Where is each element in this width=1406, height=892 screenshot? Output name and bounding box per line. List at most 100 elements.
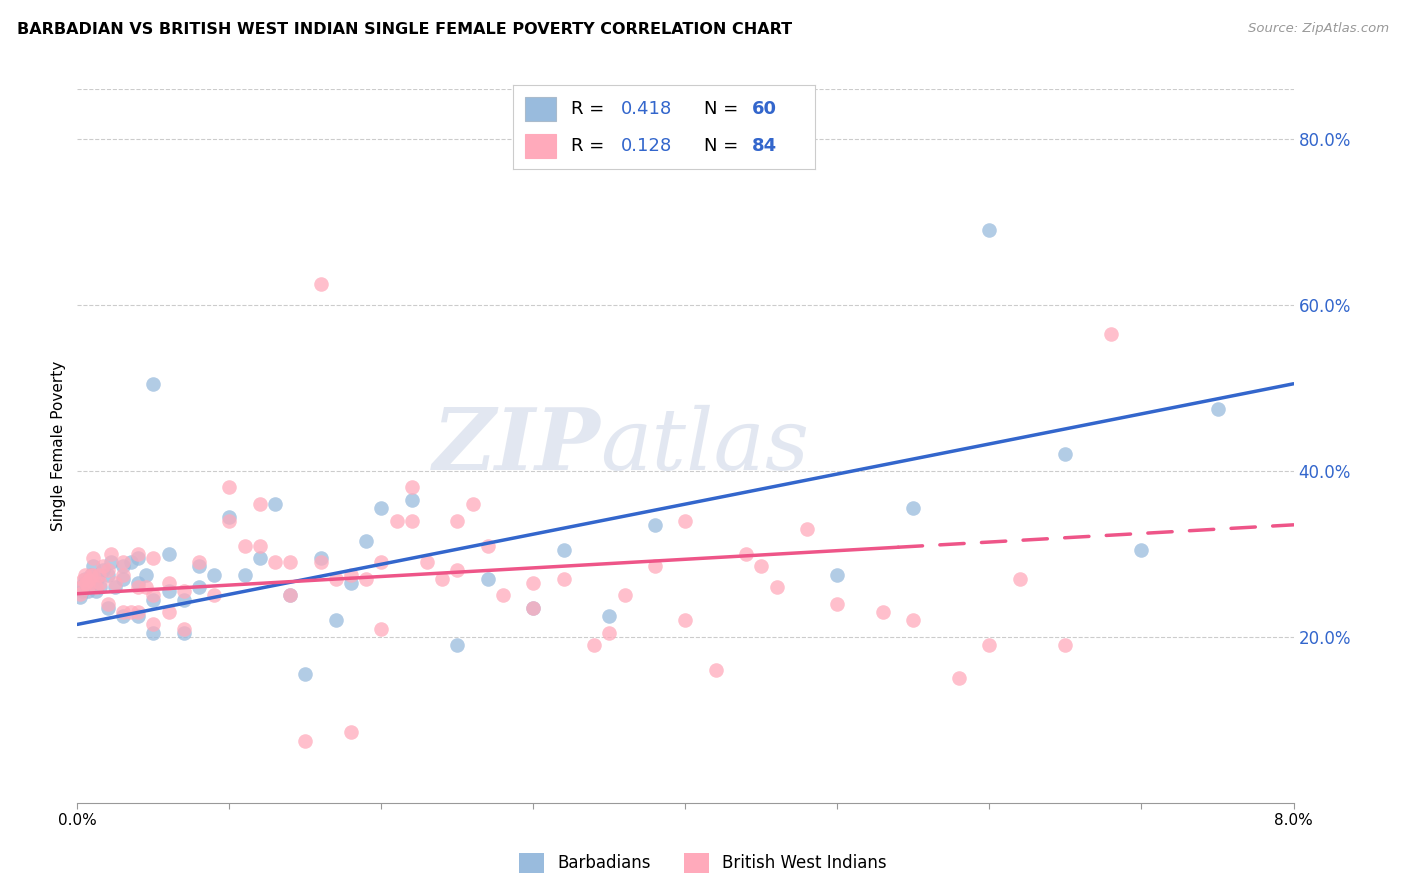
Point — [432, 572, 454, 586]
Point — [751, 559, 773, 574]
Point — [104, 575, 127, 590]
Point — [111, 555, 134, 569]
Point — [294, 733, 316, 747]
Point — [446, 514, 468, 528]
Point — [979, 223, 1001, 237]
Text: N =: N = — [703, 136, 744, 154]
Point — [278, 588, 301, 602]
Point — [583, 638, 606, 652]
Point — [79, 574, 101, 588]
Point — [86, 572, 108, 586]
Point — [75, 580, 97, 594]
Point — [1054, 447, 1077, 461]
Point — [249, 497, 271, 511]
Point — [142, 551, 165, 566]
Point — [735, 547, 758, 561]
Point — [72, 578, 94, 592]
Point — [522, 575, 544, 590]
Point — [1130, 542, 1153, 557]
Point — [97, 564, 120, 578]
Text: 84: 84 — [752, 136, 778, 154]
Point — [127, 575, 149, 590]
Point — [385, 514, 408, 528]
Point — [142, 625, 165, 640]
Point — [173, 592, 195, 607]
Point — [127, 609, 149, 624]
Point — [1054, 638, 1077, 652]
Bar — [526, 97, 555, 121]
Point — [142, 617, 165, 632]
Point — [111, 609, 134, 624]
Point — [72, 574, 94, 588]
Point — [89, 575, 111, 590]
Point — [80, 567, 103, 582]
Point — [157, 575, 180, 590]
Point — [173, 622, 195, 636]
Point — [82, 567, 104, 582]
Point — [264, 555, 287, 569]
Point — [477, 539, 499, 553]
Point — [120, 605, 142, 619]
Point — [79, 580, 101, 594]
Point — [979, 638, 1001, 652]
Point — [553, 542, 575, 557]
Point — [127, 580, 149, 594]
Point — [202, 588, 225, 602]
Point — [157, 547, 180, 561]
Point — [218, 481, 240, 495]
Text: atlas: atlas — [600, 405, 810, 487]
Point — [82, 559, 104, 574]
Point — [446, 638, 468, 652]
Point — [325, 572, 347, 586]
Point — [80, 567, 103, 582]
Point — [644, 517, 666, 532]
Point — [675, 613, 697, 627]
Point — [111, 572, 134, 586]
Point — [89, 580, 111, 594]
Text: ZIP: ZIP — [433, 404, 600, 488]
Point — [903, 613, 925, 627]
Point — [127, 551, 149, 566]
Point — [87, 567, 110, 582]
Text: BARBADIAN VS BRITISH WEST INDIAN SINGLE FEMALE POVERTY CORRELATION CHART: BARBADIAN VS BRITISH WEST INDIAN SINGLE … — [17, 22, 792, 37]
Point — [82, 551, 104, 566]
Point — [948, 671, 970, 685]
Point — [77, 580, 100, 594]
Point — [91, 564, 114, 578]
Point — [120, 555, 142, 569]
Point — [370, 501, 392, 516]
Point — [188, 555, 211, 569]
Point — [827, 567, 849, 582]
Point — [84, 580, 107, 594]
Point — [354, 534, 377, 549]
Point — [354, 572, 377, 586]
Point — [142, 588, 165, 602]
Point — [370, 555, 392, 569]
Point — [157, 584, 180, 599]
Point — [111, 559, 134, 574]
Point — [188, 559, 211, 574]
Point — [100, 555, 122, 569]
Point — [97, 600, 120, 615]
Point — [461, 497, 484, 511]
Point — [553, 572, 575, 586]
Bar — [526, 134, 555, 158]
Point — [903, 501, 925, 516]
Point — [340, 567, 363, 582]
Point — [872, 605, 894, 619]
Point — [142, 592, 165, 607]
Point — [84, 584, 107, 599]
Point — [135, 567, 157, 582]
Legend: Barbadians, British West Indians: Barbadians, British West Indians — [512, 847, 894, 880]
Point — [340, 575, 363, 590]
Point — [91, 559, 114, 574]
Point — [218, 509, 240, 524]
Point — [70, 580, 93, 594]
Point — [127, 605, 149, 619]
Point — [1206, 401, 1229, 416]
Point — [613, 588, 636, 602]
Point — [294, 667, 316, 681]
Point — [264, 497, 287, 511]
Point — [765, 580, 787, 594]
Text: 60: 60 — [752, 100, 778, 119]
